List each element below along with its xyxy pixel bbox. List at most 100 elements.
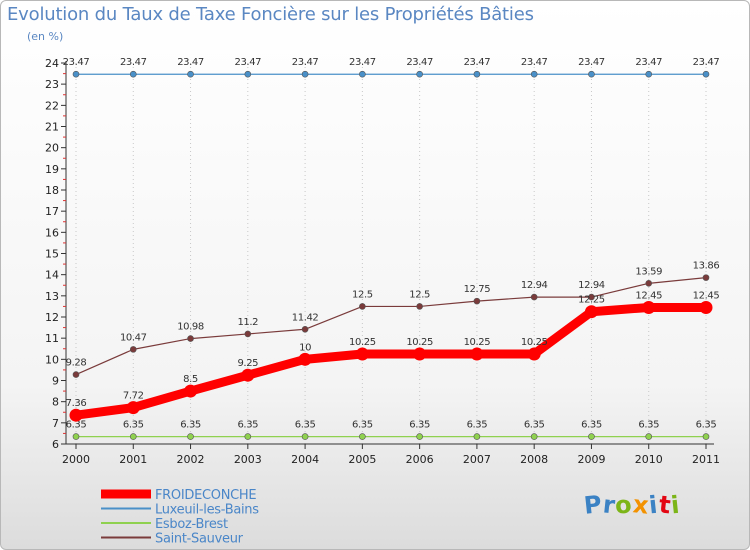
chart-subtitle: (en %) — [27, 30, 64, 43]
y-tick-label: 12 — [45, 311, 59, 324]
x-tick-label: 2008 — [520, 453, 548, 466]
y-tick-label: 21 — [45, 121, 59, 134]
data-point-luxeuil-les-bains — [129, 70, 137, 78]
data-label-luxeuil-les-bains: 23.47 — [635, 57, 662, 68]
data-label-saint-sauveur: 11.2 — [237, 317, 258, 328]
data-label-froideconche: 12.45 — [635, 290, 662, 301]
y-tick-label: 11 — [45, 332, 59, 345]
data-point-esboz-brest — [301, 433, 309, 440]
legend-label: FROIDECONCHE — [155, 488, 256, 503]
data-label-saint-sauveur: 12.94 — [521, 280, 548, 291]
data-label-luxeuil-les-bains: 23.47 — [120, 57, 147, 68]
data-point-luxeuil-les-bains — [72, 70, 80, 78]
data-point-luxeuil-les-bains — [702, 70, 710, 78]
y-tick-label: 18 — [45, 184, 59, 197]
legend-label: Saint-Sauveur — [155, 532, 244, 547]
data-label-luxeuil-les-bains: 23.47 — [464, 57, 491, 68]
data-label-luxeuil-les-bains: 23.47 — [521, 57, 548, 68]
data-point-froideconche — [241, 368, 255, 382]
data-label-luxeuil-les-bains: 23.47 — [177, 57, 204, 68]
data-label-froideconche: 9.25 — [237, 358, 258, 369]
x-tick-label: 2005 — [348, 453, 376, 466]
y-tick-label: 15 — [45, 248, 59, 261]
data-point-froideconche — [584, 305, 598, 319]
data-label-esboz-brest: 6.35 — [237, 420, 258, 431]
x-tick-label: 2001 — [119, 453, 147, 466]
data-label-esboz-brest: 6.35 — [295, 420, 316, 431]
y-tick-label: 8 — [52, 396, 59, 409]
data-point-froideconche — [298, 352, 312, 366]
x-tick-label: 2002 — [177, 453, 205, 466]
y-tick-label: 19 — [45, 163, 59, 176]
data-label-saint-sauveur: 12.94 — [578, 280, 605, 291]
y-tick-label: 9 — [52, 375, 59, 388]
x-tick-label: 2004 — [291, 453, 319, 466]
data-label-froideconche: 12.45 — [693, 290, 720, 301]
data-label-luxeuil-les-bains: 23.47 — [693, 57, 720, 68]
x-tick-label: 2010 — [635, 453, 663, 466]
data-point-luxeuil-les-bains — [530, 70, 538, 78]
data-point-esboz-brest — [244, 433, 252, 440]
data-point-saint-sauveur — [588, 293, 595, 301]
data-point-esboz-brest — [473, 433, 481, 440]
data-point-esboz-brest — [187, 433, 194, 440]
data-point-saint-sauveur — [359, 303, 366, 310]
data-label-esboz-brest: 6.35 — [352, 420, 373, 431]
data-label-froideconche: 8.5 — [183, 374, 198, 385]
data-point-luxeuil-les-bains — [187, 70, 194, 78]
data-point-froideconche — [470, 347, 484, 361]
y-tick-label: 20 — [45, 142, 59, 155]
data-label-saint-sauveur: 12.5 — [352, 289, 373, 300]
data-label-froideconche: 7.72 — [123, 391, 144, 402]
y-tick-label: 10 — [45, 353, 59, 366]
data-label-esboz-brest: 6.35 — [524, 420, 545, 431]
data-label-froideconche: 10.25 — [349, 337, 376, 348]
logo-letter: i — [669, 490, 682, 520]
data-point-luxeuil-les-bains — [645, 70, 653, 78]
legend-label: Esboz-Brest — [155, 517, 228, 532]
data-label-luxeuil-les-bains: 23.47 — [406, 57, 433, 68]
data-label-esboz-brest: 6.35 — [409, 420, 430, 431]
y-tick-label: 7 — [52, 417, 59, 430]
data-label-saint-sauveur: 12.75 — [464, 284, 491, 295]
data-label-froideconche: 10.25 — [464, 337, 491, 348]
y-tick-label: 22 — [45, 99, 59, 112]
data-point-froideconche — [184, 384, 198, 398]
data-point-froideconche — [126, 401, 140, 415]
y-tick-label: 24 — [45, 57, 59, 70]
data-label-esboz-brest: 6.35 — [638, 420, 659, 431]
y-tick-label: 23 — [45, 78, 59, 91]
data-label-luxeuil-les-bains: 23.47 — [578, 57, 605, 68]
data-point-luxeuil-les-bains — [301, 70, 309, 78]
chart-title: Evolution du Taux de Taxe Foncière sur l… — [7, 4, 534, 25]
data-point-froideconche — [642, 300, 656, 314]
series-line-froideconche — [71, 302, 711, 420]
data-point-saint-sauveur — [702, 274, 710, 281]
data-label-froideconche: 12.25 — [578, 295, 605, 306]
data-label-froideconche: 7.36 — [66, 398, 87, 409]
data-point-saint-sauveur — [530, 293, 538, 301]
data-label-luxeuil-les-bains: 23.47 — [349, 57, 376, 68]
data-point-esboz-brest — [645, 433, 653, 440]
data-point-saint-sauveur — [129, 346, 137, 353]
data-point-froideconche — [69, 408, 83, 422]
data-label-froideconche: 10.25 — [521, 337, 548, 348]
data-point-froideconche — [699, 300, 713, 314]
data-label-esboz-brest: 6.35 — [180, 420, 201, 431]
x-tick-label: 2003 — [234, 453, 262, 466]
y-tick-label: 16 — [45, 226, 59, 239]
data-label-saint-sauveur: 13.59 — [635, 266, 662, 277]
data-point-luxeuil-les-bains — [359, 70, 366, 78]
data-label-esboz-brest: 6.35 — [467, 420, 488, 431]
y-tick-label: 6 — [52, 438, 59, 451]
data-point-saint-sauveur — [416, 303, 423, 310]
data-label-saint-sauveur: 13.86 — [693, 261, 720, 272]
data-point-saint-sauveur — [244, 330, 252, 338]
data-point-froideconche — [413, 347, 427, 361]
series-line-saint-sauveur — [75, 277, 707, 376]
legend-label: Luxeuil-les-Bains — [155, 503, 259, 518]
data-point-saint-sauveur — [645, 280, 653, 287]
data-point-saint-sauveur — [301, 325, 309, 333]
data-label-froideconche: 10 — [299, 342, 311, 353]
